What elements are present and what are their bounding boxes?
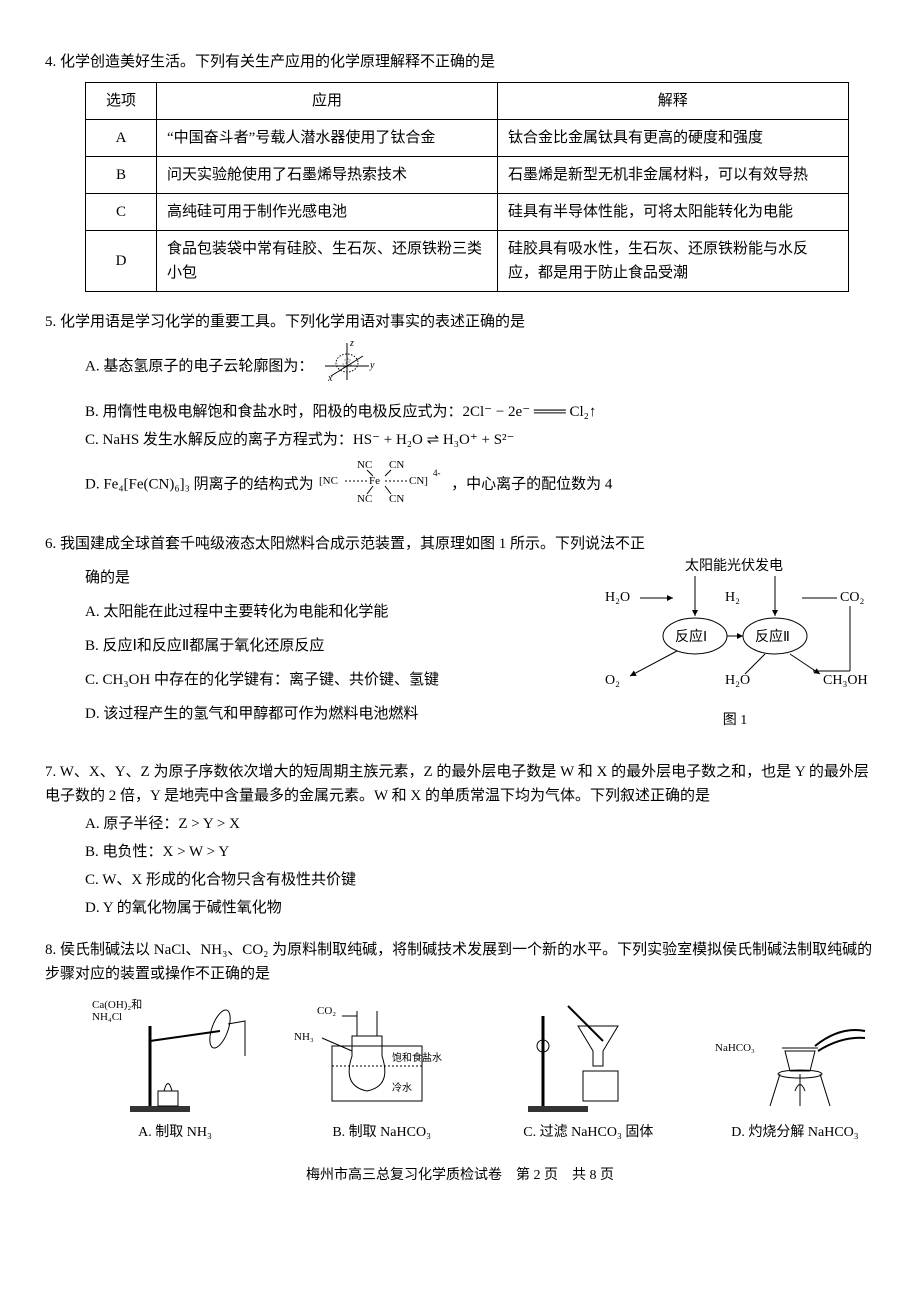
- q4-r0c0: A: [86, 120, 157, 157]
- q4-stem: 化学创造美好生活。下列有关生产应用的化学原理解释不正确的是: [60, 54, 495, 70]
- svg-text:NH₄Cl: NH₄Cl: [92, 1011, 122, 1023]
- svg-text:CO₂: CO₂: [840, 590, 864, 605]
- q4-r2c0: C: [86, 194, 157, 231]
- q5-opt-b: B. 用惰性电极电解饱和食盐水时，阳极的电极反应式为：2Cl⁻ − 2e⁻ ══…: [85, 400, 875, 424]
- q7-opt-a: A. 原子半径：Z > Y > X: [85, 812, 875, 836]
- q4-r0c1: “中国奋斗者”号载人潜水器使用了钛合金: [157, 120, 498, 157]
- q6-opt-c: C. CH₃OH 中存在的化学键有：离子键、共价键、氢键: [85, 668, 525, 692]
- svg-text:y: y: [369, 360, 375, 371]
- q4-r3c1: 食品包装袋中常有硅胶、生石灰、还原铁粉三类小包: [157, 231, 498, 292]
- svg-text:H₂O: H₂O: [605, 590, 630, 605]
- q4-r1c2: 石墨烯是新型无机非金属材料，可以有效导热: [498, 157, 849, 194]
- svg-text:NH₃: NH₃: [294, 1031, 314, 1043]
- q8-stem: 侯氏制碱法以 NaCl、NH₃、CO₂ 为原料制取纯碱，将制碱技术发展到一个新的…: [45, 942, 872, 982]
- q5-opt-d: D. Fe₄[Fe(CN)₆]₃ 阴离子的结构式为 NC CN [NC Fe CN…: [85, 456, 875, 514]
- svg-text:饱和食盐水: 饱和食盐水: [392, 1051, 442, 1064]
- q4-r3c0: D: [86, 231, 157, 292]
- svg-text:CN]: CN]: [409, 475, 428, 487]
- question-6: 6. 我国建成全球首套千吨级液态太阳燃料合成示范装置，其原理如图 1 所示。下列…: [45, 532, 875, 742]
- q5-num: 5.: [45, 314, 56, 330]
- svg-text:CH₃OH: CH₃OH: [823, 673, 868, 688]
- svg-text:冷水: 冷水: [392, 1081, 412, 1094]
- q7-opt-d: D. Y 的氧化物属于碱性氧化物: [85, 896, 875, 920]
- svg-text:H₂: H₂: [725, 590, 740, 605]
- svg-text:CN: CN: [389, 459, 404, 471]
- q4-num: 4.: [45, 54, 56, 70]
- q8-fig-b: CO₂ NH₃ 饱和食盐水 冷水: [292, 996, 472, 1116]
- q6-opt-a: A. 太阳能在此过程中主要转化为电能和化学能: [85, 600, 525, 624]
- fig1-caption: 图 1: [595, 710, 875, 732]
- svg-text:CO₂: CO₂: [317, 1005, 336, 1017]
- q4-r1c1: 问天实验舱使用了石墨烯导热索技术: [157, 157, 498, 194]
- q8-figures: Ca(OH)₂和 NH₄Cl CO₂ NH₃: [85, 996, 885, 1116]
- page-footer: 梅州市高三总复习化学质检试卷 第 2 页 共 8 页: [45, 1165, 875, 1187]
- q6-stem1: 我国建成全球首套千吨级液态太阳燃料合成示范装置，其原理如图 1 所示。下列说法不…: [60, 536, 645, 552]
- svg-text:NC: NC: [357, 459, 372, 471]
- q8-fig-a: Ca(OH)₂和 NH₄Cl: [85, 996, 265, 1116]
- svg-text:NaHCO₃: NaHCO₃: [715, 1042, 755, 1054]
- svg-text:z: z: [349, 338, 354, 349]
- svg-text:H₂O: H₂O: [725, 673, 750, 688]
- q5-opt-d-pre: D. Fe₄[Fe(CN)₆]₃ 阴离子的结构式为: [85, 476, 314, 492]
- svg-text:Fe: Fe: [369, 475, 380, 487]
- svg-text:[NC: [NC: [319, 475, 338, 487]
- figure-1: 太阳能光伏发电 H₂O H₂ CO₂ 反应Ⅰ 反应Ⅱ: [595, 556, 875, 732]
- q8-cap-a: A. 制取 NH₃: [85, 1122, 265, 1144]
- q4-r2c2: 硅具有半导体性能，可将太阳能转化为电能: [498, 194, 849, 231]
- q8-fig-c: [498, 996, 678, 1116]
- svg-text:NC: NC: [357, 493, 372, 505]
- q8-captions: A. 制取 NH₃ B. 制取 NaHCO₃ C. 过滤 NaHCO₃ 固体 D…: [85, 1122, 885, 1144]
- q8-fig-d: NaHCO₃: [705, 996, 885, 1116]
- q6-stem2: 确的是: [85, 566, 525, 590]
- q4-r2c1: 高纯硅可用于制作光感电池: [157, 194, 498, 231]
- q8-cap-d: D. 灼烧分解 NaHCO₃: [705, 1122, 885, 1144]
- q4-h0: 选项: [86, 83, 157, 120]
- svg-text:反应Ⅱ: 反应Ⅱ: [755, 628, 790, 645]
- q4-h2: 解释: [498, 83, 849, 120]
- svg-text:x: x: [327, 373, 333, 384]
- q6-num: 6.: [45, 536, 56, 552]
- q8-num: 8.: [45, 942, 56, 958]
- q6-opt-d: D. 该过程产生的氢气和甲醇都可作为燃料电池燃料: [85, 702, 525, 726]
- q4-r3c2: 硅胶具有吸水性，生石灰、还原铁粉能与水反应，都是用于防止食品受潮: [498, 231, 849, 292]
- svg-text:O₂: O₂: [605, 673, 620, 688]
- q4-r0c2: 钛合金比金属钛具有更高的硬度和强度: [498, 120, 849, 157]
- q5-opt-c: C. NaHS 发生水解反应的离子方程式为：HS⁻ + H₂O ⇌ H₃O⁺ +…: [85, 428, 875, 452]
- q8-cap-c: C. 过滤 NaHCO₃ 固体: [498, 1122, 678, 1144]
- q4-table: 选项 应用 解释 A “中国奋斗者”号载人潜水器使用了钛合金 钛合金比金属钛具有…: [85, 82, 849, 292]
- q5-opt-a-text: A. 基态氢原子的电子云轮廓图为：: [85, 358, 313, 374]
- electron-cloud-icon: z y x: [317, 338, 377, 396]
- q6-opt-b: B. 反应Ⅰ和反应Ⅱ都属于氧化还原反应: [85, 634, 525, 658]
- question-5: 5. 化学用语是学习化学的重要工具。下列化学用语对事实的表述正确的是 A. 基态…: [45, 310, 875, 514]
- svg-text:4-: 4-: [433, 468, 441, 478]
- q4-h1: 应用: [157, 83, 498, 120]
- q8-cap-b: B. 制取 NaHCO₃: [292, 1122, 472, 1144]
- question-4: 4. 化学创造美好生活。下列有关生产应用的化学原理解释不正确的是 选项 应用 解…: [45, 50, 875, 292]
- q7-opt-b: B. 电负性：X > W > Y: [85, 840, 875, 864]
- q4-r1c0: B: [86, 157, 157, 194]
- fig1-title: 太阳能光伏发电: [685, 558, 783, 574]
- q5-stem: 化学用语是学习化学的重要工具。下列化学用语对事实的表述正确的是: [60, 314, 525, 330]
- q7-stem: W、X、Y、Z 为原子序数依次增大的短周期主族元素，Z 的最外层电子数是 W 和…: [45, 764, 869, 804]
- q5-opt-d-post: ，中心离子的配位数为 4: [451, 476, 612, 492]
- q7-opt-c: C. W、X 形成的化合物只含有极性共价键: [85, 868, 875, 892]
- q7-num: 7.: [45, 764, 56, 780]
- question-7: 7. W、X、Y、Z 为原子序数依次增大的短周期主族元素，Z 的最外层电子数是 …: [45, 760, 875, 920]
- fe-cn-structure: NC CN [NC Fe CN] 4- NC CN: [317, 456, 447, 514]
- question-8: 8. 侯氏制碱法以 NaCl、NH₃、CO₂ 为原料制取纯碱，将制碱技术发展到一…: [45, 938, 875, 1144]
- svg-text:CN: CN: [389, 493, 404, 505]
- q5-opt-a: A. 基态氢原子的电子云轮廓图为： z y x: [85, 338, 875, 396]
- svg-text:Ca(OH)₂和: Ca(OH)₂和: [92, 998, 142, 1011]
- svg-text:反应Ⅰ: 反应Ⅰ: [675, 628, 707, 645]
